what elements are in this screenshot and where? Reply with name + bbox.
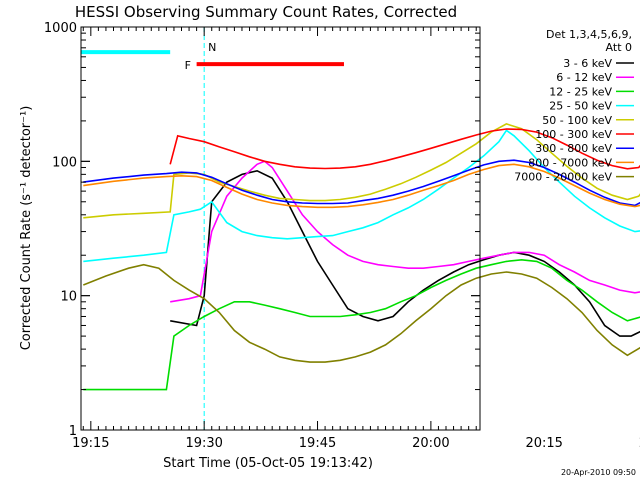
- night-marker-label: N: [208, 41, 216, 54]
- legend-entry-label: 12 - 25 keV: [549, 85, 612, 98]
- x-tick-label: 19:45: [299, 436, 336, 451]
- legend-header: Det 1,3,4,5,6,9,: [546, 28, 632, 41]
- legend-entry-label: 300 - 800 keV: [535, 142, 612, 155]
- y-tick-label: 10: [60, 290, 77, 305]
- legend-entry-label: 6 - 12 keV: [556, 71, 612, 84]
- y-tick-label: 1: [69, 424, 77, 439]
- legend-entry-label: 3 - 6 keV: [563, 57, 612, 70]
- x-axis-label: Start Time (05-Oct-05 19:13:42): [163, 456, 373, 471]
- legend-entry-label: 50 - 100 keV: [542, 114, 612, 127]
- series-line: [170, 160, 640, 303]
- y-axis-label: Corrected Count Rate (s⁻¹ detector⁻¹): [19, 106, 34, 351]
- series-line: [170, 169, 640, 337]
- legend-entry-label: 25 - 50 keV: [549, 100, 612, 113]
- series-line: [83, 163, 640, 209]
- series-line: [83, 123, 640, 219]
- x-tick-label: 19:15: [72, 436, 109, 451]
- legend-entry-label: 7000 - 20000 keV: [514, 171, 612, 184]
- flare-marker-label: F: [185, 59, 191, 72]
- legend-entry-label: 100 - 300 keV: [535, 128, 612, 141]
- chart-title: HESSI Observing Summary Count Rates, Cor…: [75, 3, 457, 21]
- x-tick-label: 20:00: [412, 436, 449, 451]
- series-line: [83, 159, 640, 207]
- series-line: [83, 129, 640, 263]
- legend-entry-label: 800 - 7000 keV: [528, 156, 612, 169]
- axes: 1 10 100 1000 19:15 19:30 19:45 20:00 20:15 20:30…: [44, 21, 640, 451]
- x-tick-label: 20:15: [525, 436, 562, 451]
- x-tick-label: 19:30: [185, 436, 222, 451]
- y-tick-label: 100: [52, 155, 77, 170]
- plot-frame: [80, 26, 481, 431]
- y-tick-label: 1000: [44, 21, 77, 36]
- series-line: [83, 258, 640, 391]
- footer-timestamp: 20-Apr-2010 09:50: [561, 468, 636, 477]
- legend-header: Att 0: [606, 41, 632, 54]
- series-line: [83, 263, 640, 363]
- series-line: [169, 128, 640, 170]
- x-tick-label: 20:30: [639, 436, 640, 451]
- plot-area: NFS: [81, 27, 640, 430]
